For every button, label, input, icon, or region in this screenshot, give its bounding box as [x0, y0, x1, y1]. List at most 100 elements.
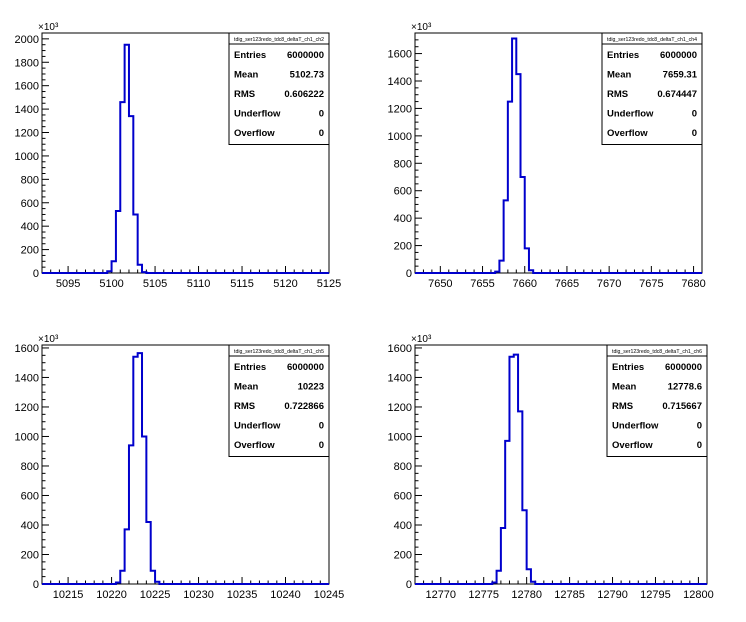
x-tick-label: 7670: [597, 278, 621, 290]
y-tick-label: 1200: [388, 402, 412, 414]
x-tick-label: 5110: [187, 278, 211, 290]
y-tick-label: 600: [394, 186, 412, 198]
stats-value: 6000000: [287, 50, 324, 61]
stats-label: Underflow: [612, 420, 659, 431]
y-tick-label: 0: [406, 268, 412, 280]
stats-value: 0: [319, 440, 324, 451]
stats-label: Entries: [234, 50, 266, 61]
stats-label: Overflow: [607, 128, 648, 139]
y-axis: 0 200 400 600 800 1000 1200 1400 1600: [388, 343, 422, 591]
x-tick-label: 10240: [270, 589, 301, 601]
stats-value: 0: [697, 440, 702, 451]
y-axis: 0 200 400 600 800 1000 1200 1400 1600: [388, 32, 422, 280]
stats-value: 7659.31: [663, 69, 698, 80]
y-tick-label: 1000: [388, 431, 412, 443]
x-tick-label: 7675: [639, 278, 663, 290]
y-tick-label: 1400: [388, 372, 412, 384]
stats-box-title: tdig_ser123redo_tdc8_deltaT_ch1_ch5: [234, 349, 324, 355]
y-tick-label: 600: [394, 490, 412, 502]
x-axis: 5095 5100 5105 5110 5115 5120 5125: [41, 266, 341, 290]
histogram-line: [415, 353, 707, 585]
stats-value: 0.715667: [662, 401, 702, 412]
stats-label: RMS: [612, 401, 633, 412]
stats-value: 5102.73: [290, 69, 324, 80]
x-tick-label: 5120: [273, 278, 297, 290]
x-tick-label: 7665: [555, 278, 579, 290]
stats-value: 0: [319, 128, 324, 139]
x-tick-label: 7655: [470, 278, 494, 290]
stats-value: 0.606222: [284, 89, 324, 100]
x-tick-label: 10235: [227, 589, 258, 601]
stats-label: Entries: [607, 50, 639, 61]
y-axis: 0 200 400 600 800 1000 1200 1400 1600: [15, 343, 49, 591]
stats-value: 0: [692, 128, 697, 139]
y-tick-label: 400: [21, 520, 39, 532]
y-tick-label: 0: [406, 579, 412, 591]
x-tick-label: 12775: [468, 589, 499, 601]
x-tick-label: 10225: [140, 589, 171, 601]
stats-box-frame: [228, 32, 330, 145]
stats-label: RMS: [607, 89, 628, 100]
stats-label: Mean: [607, 69, 631, 80]
stats-box-frame: [601, 32, 703, 145]
y-tick-label: 1000: [15, 151, 39, 163]
stats-value: 0: [692, 108, 697, 119]
y-tick-label: 200: [21, 549, 39, 561]
stats-box: tdig_ser123redo_tdc8_deltaT_ch1_ch2 Entr…: [228, 32, 330, 145]
stats-value: 0: [319, 420, 324, 431]
y-tick-label: 0: [33, 268, 39, 280]
x-tick-label: 10220: [96, 589, 127, 601]
stats-label: RMS: [234, 401, 255, 412]
y-tick-label: 200: [21, 245, 39, 257]
x-tick-label: 10245: [314, 589, 345, 601]
y-tick-label: 1400: [388, 76, 412, 88]
y-tick-label: 1200: [388, 103, 412, 115]
x-tick-label: 10215: [53, 589, 84, 601]
histogram-line: [42, 43, 329, 274]
y-tick-label: 1000: [15, 431, 39, 443]
stats-label: Underflow: [234, 420, 281, 431]
histogram-panel-1: ×10³ 5095 5100 5105 5110 5115 5120 5125 0 200 40…: [15, 22, 342, 290]
y-tick-label: 1000: [388, 131, 412, 143]
stats-label: Overflow: [612, 440, 653, 451]
y-tick-label: 0: [33, 579, 39, 591]
y-exponent-label: ×10³: [411, 22, 432, 33]
stats-value: 10223: [298, 381, 324, 392]
x-tick-label: 7660: [512, 278, 536, 290]
y-tick-label: 400: [394, 213, 412, 225]
x-axis: 10215 10220 10225 10230 10235 10240 10245: [41, 577, 345, 601]
y-tick-label: 400: [394, 520, 412, 532]
y-tick-label: 400: [21, 221, 39, 233]
stats-label: Underflow: [607, 108, 654, 119]
histogram-line: [415, 37, 702, 274]
stats-value: 0: [697, 420, 702, 431]
y-tick-label: 800: [21, 174, 39, 186]
stats-label: Entries: [612, 362, 644, 373]
x-tick-label: 12785: [554, 589, 585, 601]
histogram-panel-3: ×10³ 10215 10220 10225 10230 10235 10240 10245…: [15, 334, 345, 601]
x-axis: 7650 7655 7660 7665 7670 7675 7680: [414, 266, 706, 290]
stats-value: 0.722866: [284, 401, 324, 412]
x-tick-label: 5100: [99, 278, 123, 290]
y-tick-label: 1400: [15, 372, 39, 384]
stats-label: RMS: [234, 89, 255, 100]
y-tick-label: 1200: [15, 128, 39, 140]
x-tick-label: 12800: [683, 589, 714, 601]
stats-box-title: tdig_ser123redo_tdc8_deltaT_ch1_ch2: [234, 37, 324, 43]
histogram-line: [42, 352, 329, 585]
x-tick-label: 12795: [640, 589, 671, 601]
stats-value: 0.674447: [657, 89, 697, 100]
y-exponent-label: ×10³: [38, 22, 59, 33]
y-tick-label: 1600: [388, 49, 412, 61]
y-exponent-label: ×10³: [411, 334, 432, 345]
y-exponent-label: ×10³: [38, 334, 59, 345]
stats-value: 6000000: [287, 362, 324, 373]
stats-label: Entries: [234, 362, 266, 373]
y-tick-label: 1400: [15, 104, 39, 116]
y-tick-label: 1600: [388, 343, 412, 355]
stats-label: Overflow: [234, 128, 275, 139]
y-tick-label: 800: [394, 461, 412, 473]
histogram-panel-4: ×10³ 12770 12775 12780 12785 12790 12795 12800…: [388, 334, 714, 601]
stats-label: Mean: [612, 381, 636, 392]
